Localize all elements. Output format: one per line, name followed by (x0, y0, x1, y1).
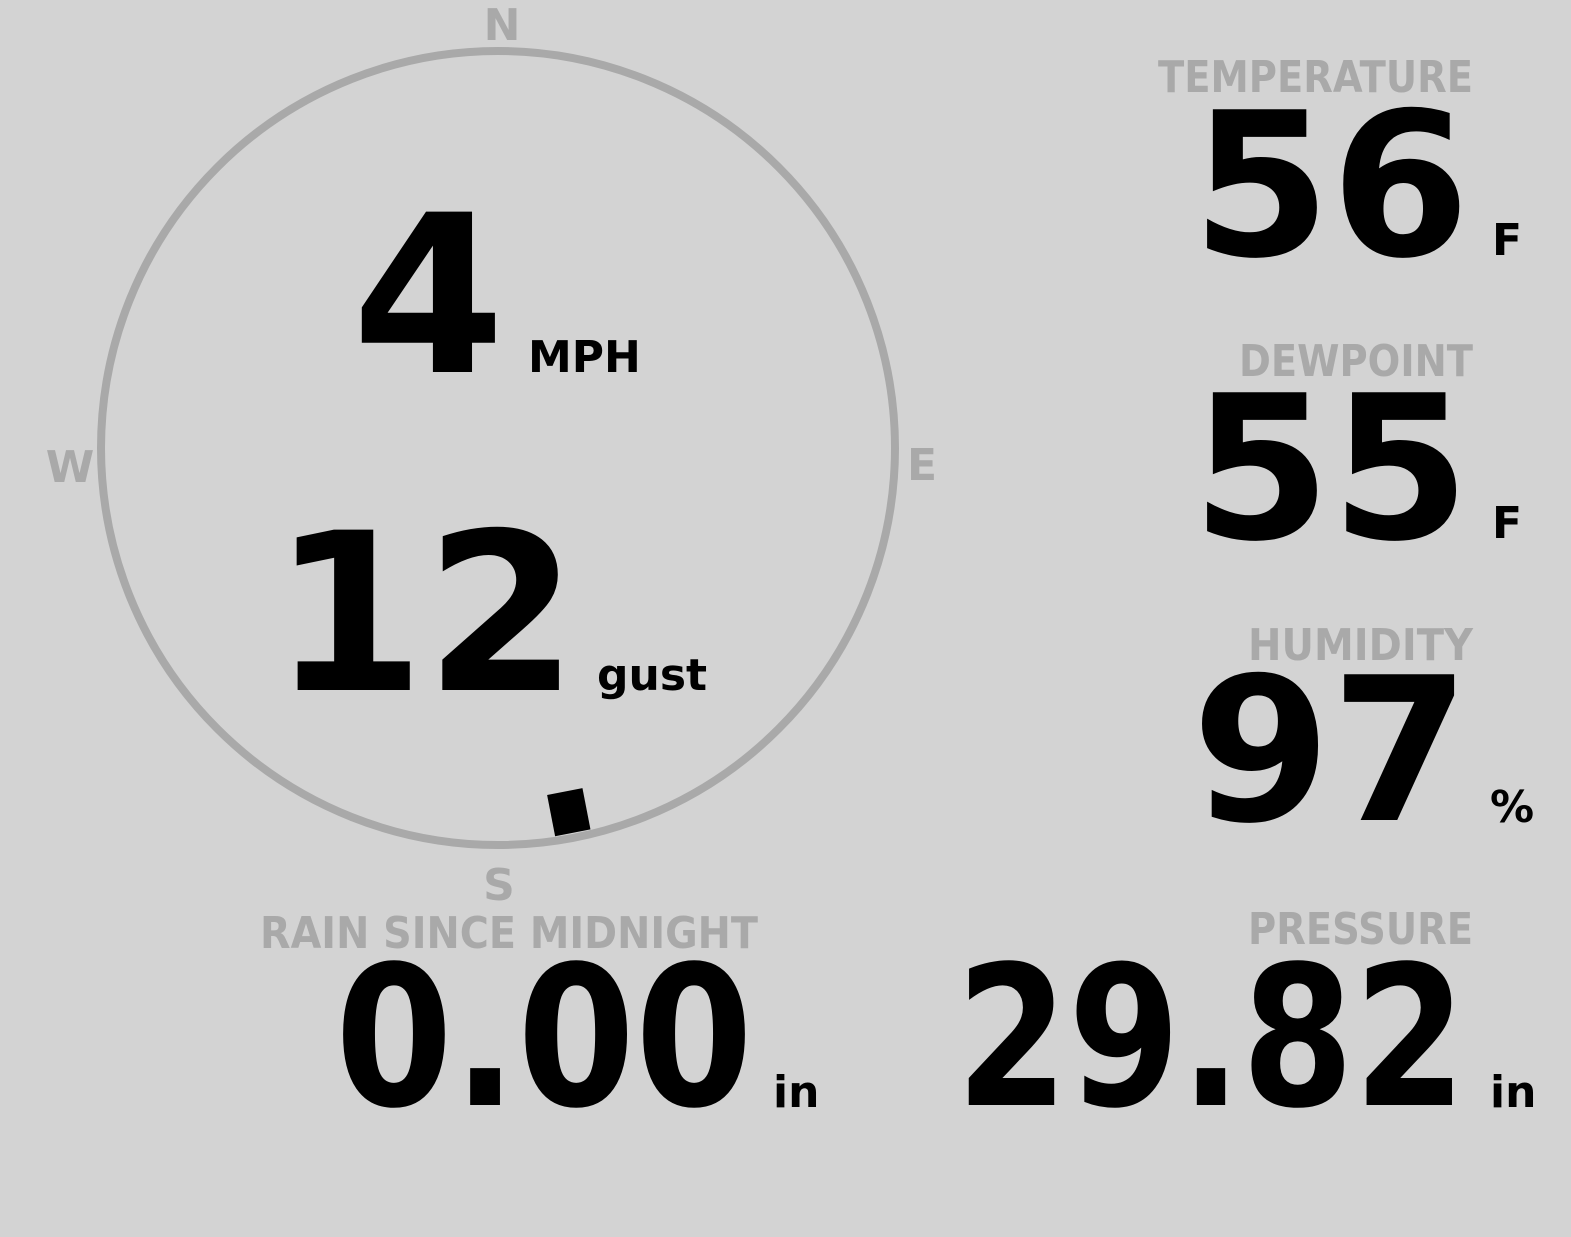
wind-gust-label: gust (597, 650, 707, 701)
pressure-unit: in (1490, 1067, 1536, 1118)
compass-south: S (483, 860, 515, 911)
humidity-unit: % (1490, 782, 1534, 833)
dewpoint-unit: F (1492, 498, 1522, 549)
wind-speed-unit: MPH (528, 332, 641, 383)
compass-ring (97, 47, 899, 849)
compass-east: E (907, 440, 937, 491)
temperature-unit: F (1492, 215, 1522, 266)
rain-label: RAIN SINCE MIDNIGHT (260, 908, 758, 959)
pressure-value: 29.82 (956, 924, 1466, 1151)
rain-unit: in (773, 1067, 819, 1118)
temperature-value: 56 (1192, 70, 1470, 303)
dewpoint-value: 55 (1192, 353, 1470, 586)
compass-north: N (484, 0, 521, 51)
rain-value: 0.00 (335, 924, 753, 1151)
wind-speed: 4 (352, 168, 505, 424)
wind-gust: 12 (272, 486, 578, 742)
wind-direction (547, 788, 591, 837)
wind-direction-marker (547, 788, 591, 837)
humidity-value: 97 (1192, 635, 1470, 868)
temperature-label: TEMPERATURE (1158, 52, 1473, 103)
pressure-label: PRESSURE (1248, 904, 1473, 955)
humidity-label: HUMIDITY (1248, 620, 1474, 671)
dewpoint-label: DEWPOINT (1239, 336, 1473, 387)
compass-west: W (46, 442, 95, 493)
